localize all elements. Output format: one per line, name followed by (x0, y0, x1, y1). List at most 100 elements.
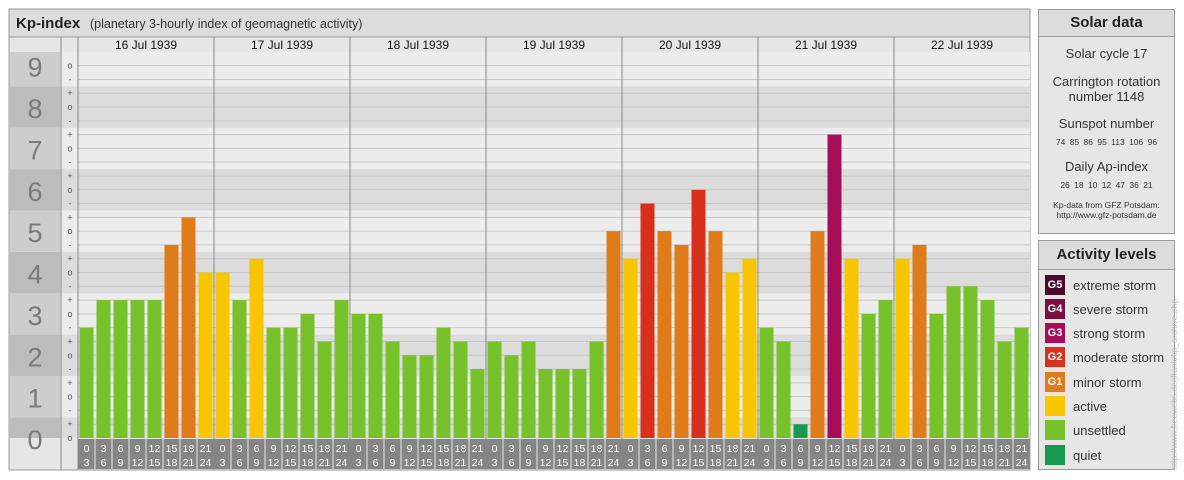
solar-data-title: Solar data (1039, 10, 1174, 37)
kp-label-band (10, 251, 60, 294)
y-label: 2 (27, 342, 42, 372)
kp-bar (283, 327, 298, 438)
kp-bar (946, 286, 961, 438)
interval-start-label: 0 (356, 443, 362, 455)
interval-start-label: 6 (934, 443, 940, 455)
chart-header-bar (8, 8, 1031, 38)
interval-cell (469, 439, 486, 469)
kp-bar (708, 231, 723, 438)
kp-bar (181, 217, 196, 438)
kp-bar (674, 244, 689, 438)
y-sublabel: o (67, 143, 72, 153)
interval-end-label: 9 (798, 457, 804, 469)
legend-swatch: G2 (1045, 347, 1065, 367)
kp-bar (1014, 327, 1029, 438)
kp-bar (742, 258, 757, 438)
y-sublabel: - (69, 116, 72, 126)
interval-cell (673, 439, 690, 469)
interval-cell (248, 439, 265, 469)
kp-bar (827, 134, 842, 438)
interval-start-label: 12 (557, 443, 569, 455)
kp-bar (997, 341, 1012, 438)
legend-swatch (1045, 396, 1065, 416)
y-label: 8 (27, 94, 42, 124)
interval-start-label: 9 (407, 443, 413, 455)
interval-cell (690, 439, 707, 469)
kp-bar (317, 341, 332, 438)
y-label: 5 (27, 218, 42, 248)
interval-cell (639, 439, 656, 469)
kp-bar (895, 258, 910, 438)
interval-end-label: 3 (764, 457, 770, 469)
interval-cell (877, 439, 894, 469)
legend-label: minor storm (1073, 374, 1142, 390)
kp-bar (266, 327, 281, 438)
interval-cell (452, 439, 469, 469)
interval-end-label: 15 (829, 457, 841, 469)
kp-bar (810, 231, 825, 438)
interval-end-label: 21 (863, 457, 875, 469)
y-sublabel: + (67, 419, 72, 429)
interval-cell (622, 439, 639, 469)
interval-start-label: 18 (591, 443, 603, 455)
interval-start-label: 18 (183, 443, 195, 455)
y-sublabel: + (67, 212, 72, 222)
interval-end-label: 24 (608, 457, 620, 469)
legend-label: unsettled (1073, 422, 1126, 438)
day-label: 16 Jul 1939 (115, 38, 177, 52)
interval-start-label: 9 (815, 443, 821, 455)
y-label: 9 (27, 53, 42, 83)
kp-bar (470, 369, 485, 438)
interval-cell (180, 439, 197, 469)
interval-end-label: 21 (455, 457, 467, 469)
kp-bar (130, 300, 145, 438)
interval-end-label: 12 (540, 457, 552, 469)
day-label: 21 Jul 1939 (795, 38, 857, 52)
interval-end-label: 18 (574, 457, 586, 469)
interval-end-label: 24 (744, 457, 756, 469)
interval-end-label: 15 (149, 457, 161, 469)
interval-cell (809, 439, 826, 469)
interval-start-label: 12 (965, 443, 977, 455)
kp-label-band (10, 417, 60, 438)
interval-end-label: 21 (319, 457, 331, 469)
interval-end-label: 15 (557, 457, 569, 469)
interval-cell (605, 439, 622, 469)
interval-cell (146, 439, 163, 469)
interval-cell (418, 439, 435, 469)
interval-end-label: 6 (781, 457, 787, 469)
interval-start-label: 21 (1016, 443, 1028, 455)
interval-cell (962, 439, 979, 469)
interval-end-label: 12 (812, 457, 824, 469)
interval-cell (843, 439, 860, 469)
kp-bar (504, 355, 519, 438)
interval-end-label: 9 (934, 457, 940, 469)
kp-band (10, 52, 1030, 87)
interval-end-label: 18 (166, 457, 178, 469)
sunspot-title: Sunspot number (1058, 116, 1155, 131)
interval-end-label: 6 (237, 457, 243, 469)
interval-start-label: 0 (492, 443, 498, 455)
legend-item-extreme-storm: G5 extreme storm (1045, 275, 1156, 295)
interval-start-label: 3 (917, 443, 923, 455)
interval-start-label: 18 (999, 443, 1011, 455)
kp-bar (657, 231, 672, 438)
interval-start-label: 9 (135, 443, 141, 455)
kp-bar (759, 327, 774, 438)
interval-start-label: 21 (336, 443, 348, 455)
source-line-1: Kp-data from GFZ Potsdam: (1053, 200, 1160, 210)
kp-bar (572, 369, 587, 438)
interval-start-label: 0 (764, 443, 770, 455)
interval-cell (792, 439, 809, 469)
kp-label-band (10, 375, 60, 418)
kp-bars (79, 134, 1029, 438)
interval-cell (214, 439, 231, 469)
y-sublabel: + (67, 130, 72, 140)
kp-bar (147, 300, 162, 438)
carrington-line-2: number 1148 (1068, 89, 1145, 104)
interval-end-label: 9 (390, 457, 396, 469)
interval-end-label: 9 (118, 457, 124, 469)
interval-end-label: 15 (965, 457, 977, 469)
interval-start-label: 18 (863, 443, 875, 455)
